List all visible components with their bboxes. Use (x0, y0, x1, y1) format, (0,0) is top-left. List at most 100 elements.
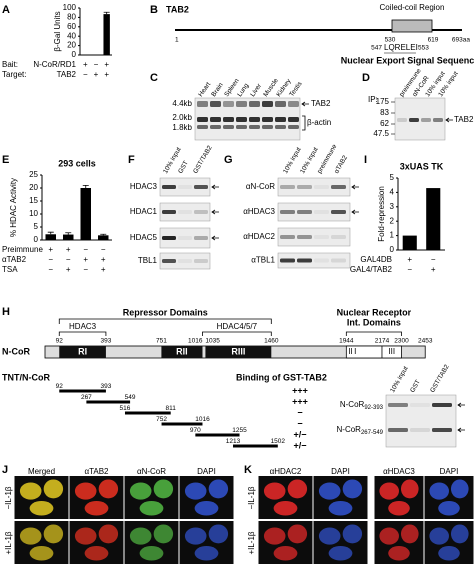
band (249, 101, 260, 107)
band (388, 428, 408, 432)
nes-label: Nuclear Export Signal Sequence (341, 55, 474, 65)
domain-title: Nuclear Receptor (337, 307, 412, 317)
position-label: 1035 (205, 338, 220, 345)
lane-label: GST (409, 379, 422, 394)
lane-label: Brain (210, 81, 225, 98)
cell (43, 524, 64, 544)
y-tick-label: 100 (63, 3, 77, 12)
band (280, 185, 295, 189)
cell (19, 527, 42, 545)
cell (287, 524, 308, 544)
y-tick-label: 80 (67, 13, 76, 22)
band (262, 125, 273, 129)
domain-box (59, 346, 106, 358)
row-label: HDAC5 (130, 233, 158, 242)
condition-label: GAL4DB (360, 255, 392, 264)
band (197, 125, 208, 129)
cell (429, 482, 450, 500)
cell (208, 524, 229, 544)
y-tick-label: 2 (390, 216, 395, 225)
band (197, 117, 208, 122)
condition-label: Target: (2, 70, 26, 79)
y-tick-label: 0 (390, 245, 395, 254)
cell (74, 482, 97, 500)
band (275, 117, 286, 122)
y-tick-label: 20 (29, 183, 38, 192)
y-tick-label: 5 (390, 173, 395, 182)
region-label: Coiled-coil Region (380, 3, 445, 12)
row-label-sub: 267-549 (361, 430, 384, 436)
position-label: 553 (418, 45, 429, 52)
row-label: TBL1 (138, 256, 158, 265)
condition-sign: + (104, 70, 109, 79)
y-tick-label: 0 (72, 50, 77, 59)
cell (287, 479, 308, 499)
position-label: 1213 (226, 438, 241, 445)
chart-title: 293 cells (58, 158, 96, 168)
y-tick-label: 20 (67, 41, 76, 50)
binding-value: +/− (293, 440, 306, 450)
cell (450, 524, 469, 544)
position-label: 2300 (394, 338, 409, 345)
panel-letter: H (2, 306, 10, 318)
condition-sign: + (83, 60, 88, 69)
position-label: 92 (56, 383, 64, 390)
band (331, 235, 346, 239)
error-bar (103, 11, 110, 15)
position-label: 267 (81, 394, 92, 401)
cell (98, 479, 119, 499)
band (280, 235, 295, 239)
band-label: β-actin (307, 118, 331, 127)
band (223, 117, 234, 122)
position-label: 530 (385, 37, 396, 44)
position-label: 547 (371, 45, 382, 52)
condition-sign: − (83, 70, 88, 79)
condition-sign: + (48, 245, 53, 254)
arrow (351, 184, 359, 190)
row-label-sub: 92-393 (364, 405, 383, 411)
arrow (457, 427, 465, 433)
condition-sign: − (94, 60, 99, 69)
condition-label: GAL4/TAB2 (350, 265, 393, 274)
blot (277, 202, 351, 222)
cell (19, 482, 42, 500)
position-label: 970 (190, 427, 201, 434)
arrow (301, 101, 309, 107)
arrow (457, 402, 465, 408)
cell (438, 500, 460, 516)
condition-sign: − (101, 245, 106, 254)
binding-value: − (297, 418, 302, 428)
bracket (58, 318, 272, 324)
cell (194, 500, 219, 516)
position-label: 2453 (418, 338, 433, 345)
binding-value: +/− (293, 429, 306, 439)
cell (400, 524, 419, 544)
error-bar (82, 185, 89, 188)
position-label: 619 (428, 37, 439, 44)
row-label: αN-CoR (246, 182, 275, 191)
cell (400, 479, 419, 499)
band (275, 125, 286, 129)
condition-sign: + (66, 265, 71, 274)
band (314, 210, 329, 214)
y-tick-label: 3 (390, 202, 395, 211)
arrow (211, 235, 219, 241)
position-label: 92 (56, 338, 64, 345)
band (314, 235, 329, 239)
cell (74, 527, 97, 545)
column-label: DAPI (440, 467, 459, 476)
cell (153, 479, 174, 499)
condition-sign: − (48, 265, 53, 274)
coiled-coil-box (391, 19, 433, 33)
band (162, 210, 176, 214)
position-label: 1016 (188, 338, 203, 345)
row-label: +IL-1β (4, 531, 13, 554)
cell (208, 479, 229, 499)
row-label: +IL-1β (247, 531, 256, 554)
domain-title: Repressor Domains (123, 307, 208, 317)
condition-sign: − (83, 245, 88, 254)
band (210, 101, 221, 107)
blot (159, 227, 211, 249)
band (297, 235, 312, 239)
